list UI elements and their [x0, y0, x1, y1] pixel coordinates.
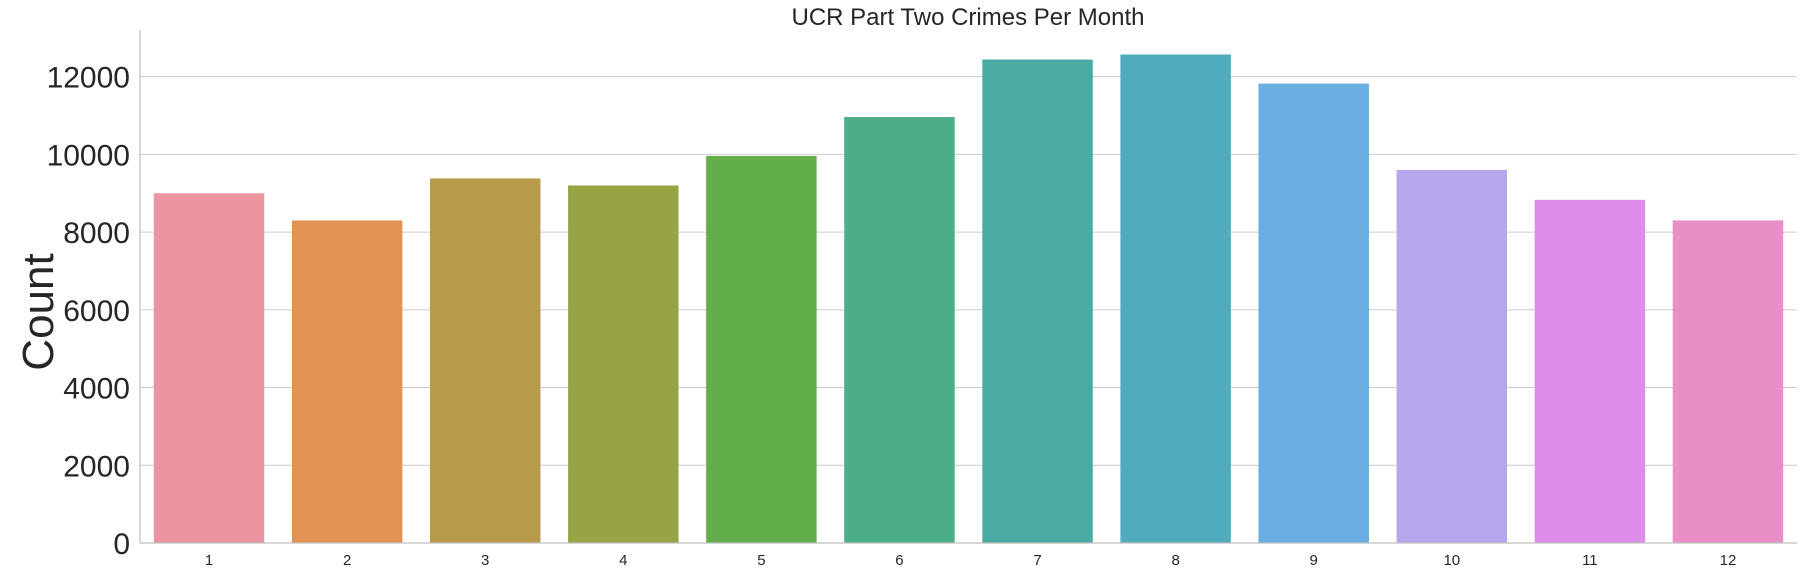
bar-month-2 — [291, 220, 403, 543]
bars — [153, 54, 1784, 544]
x-tick-labels: 1 2 3 4 5 6 7 8 9 10 11 12 — [205, 552, 1736, 569]
bar-month-5 — [706, 155, 817, 543]
x-tick-label: 11 — [1582, 552, 1598, 569]
x-tick-label: 5 — [757, 552, 765, 569]
x-tick-label: 10 — [1443, 552, 1460, 569]
x-tick-label: 4 — [619, 552, 627, 569]
y-tick-label: 8000 — [63, 217, 130, 250]
y-tick-label: 2000 — [63, 450, 130, 483]
y-tick-label: 0 — [113, 528, 130, 561]
x-tick-label: 9 — [1310, 552, 1318, 569]
x-tick-label: 7 — [1033, 552, 1041, 569]
y-tick-labels: 0 2000 4000 6000 8000 10000 12000 — [47, 62, 130, 561]
bar-month-1 — [153, 193, 265, 543]
y-tick-label: 12000 — [47, 62, 130, 95]
y-tick-label: 6000 — [63, 295, 130, 328]
x-tick-label: 1 — [205, 552, 213, 569]
bar-month-11 — [1534, 199, 1646, 543]
bar-month-6 — [844, 117, 955, 544]
bar-month-12 — [1672, 220, 1784, 543]
chart-title: UCR Part Two Crimes Per Month — [792, 4, 1145, 31]
x-tick-label: 12 — [1720, 552, 1737, 569]
bar-month-4 — [568, 185, 679, 544]
y-axis-label: Count — [14, 253, 63, 370]
bar-month-8 — [1120, 54, 1231, 543]
gridlines — [140, 76, 1797, 466]
axes — [139, 30, 1797, 544]
x-tick-label: 6 — [895, 552, 903, 569]
bar-month-9 — [1258, 83, 1369, 543]
x-tick-label: 8 — [1171, 552, 1179, 569]
bar-month-10 — [1396, 169, 1508, 543]
x-tick-label: 2 — [343, 552, 351, 569]
bar-month-3 — [429, 178, 541, 543]
bar-month-7 — [982, 59, 1093, 543]
y-tick-label: 4000 — [63, 373, 130, 406]
x-tick-label: 3 — [481, 552, 489, 569]
y-tick-label: 10000 — [47, 139, 130, 172]
